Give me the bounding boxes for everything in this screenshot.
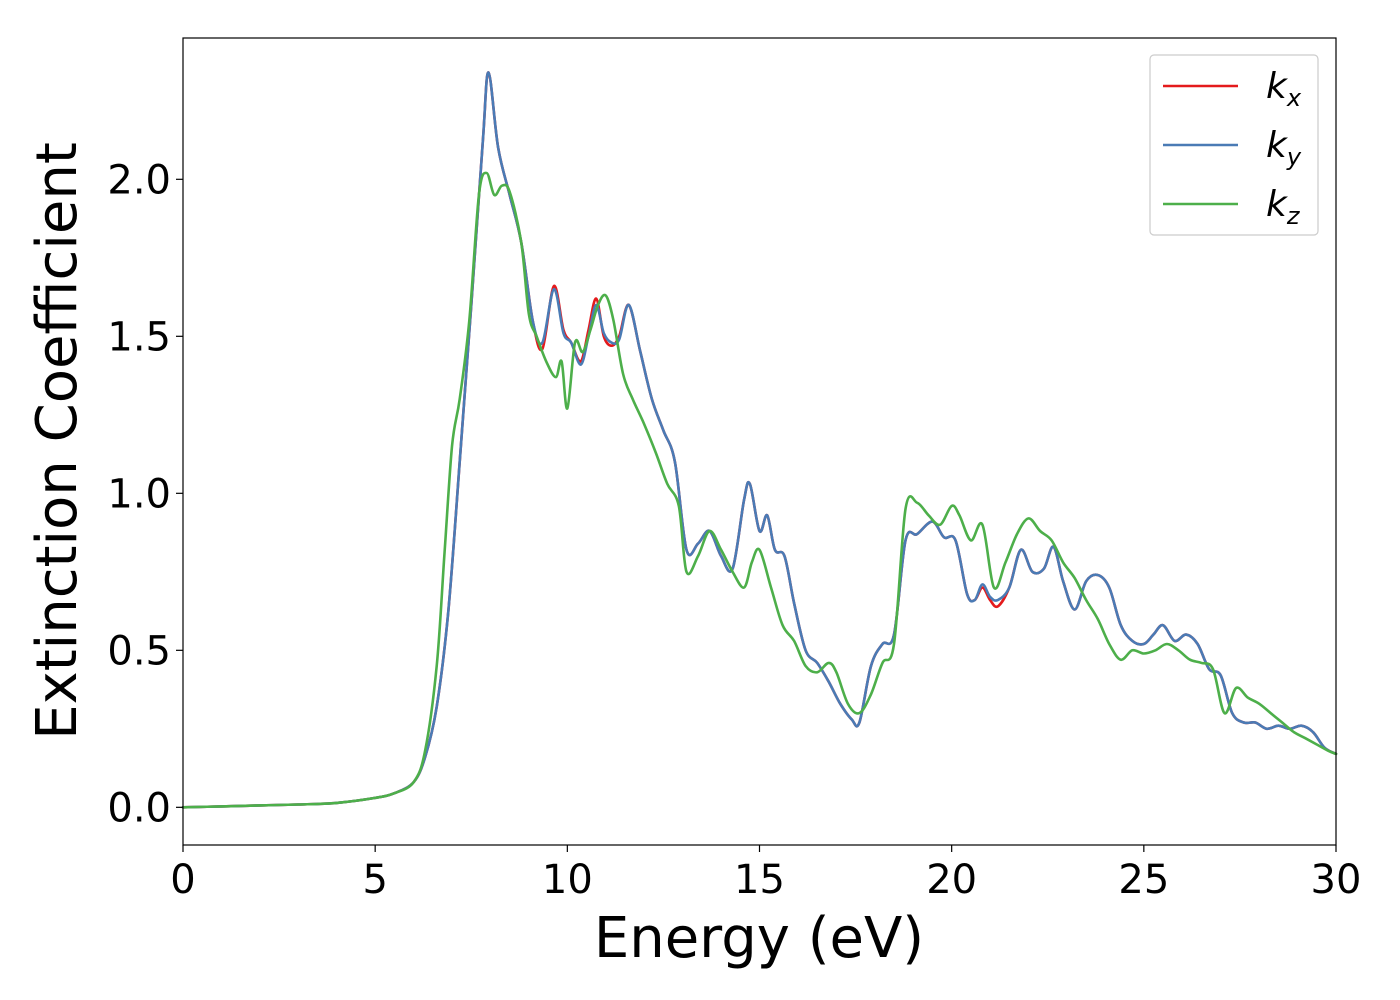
x-tick-label: 5: [362, 857, 387, 903]
x-tick-label: 25: [1118, 857, 1169, 903]
y-axis-label: Extinction Coefficient: [25, 142, 90, 740]
x-tick-label: 10: [542, 857, 593, 903]
legend: kx ky kz: [1149, 54, 1319, 236]
y-tick-label: 0.5: [107, 628, 171, 674]
y-tick-label: 0.0: [107, 785, 171, 831]
x-tick-label: 20: [926, 857, 977, 903]
legend-items: kx ky kz: [1163, 66, 1302, 230]
y-tick-label: 1.5: [107, 314, 171, 360]
y-axis-ticks: 0.0 0.5 1.0 1.5 2.0: [107, 157, 183, 831]
series-line-k-y: [181, 71, 1338, 809]
series-layer: [181, 71, 1338, 809]
x-tick-label: 0: [170, 857, 195, 903]
x-axis-label: Energy (eV): [594, 906, 924, 971]
legend-label-k-x: kx: [1266, 66, 1302, 112]
x-axis-ticks: 0 5 10 15 20 25 30: [170, 845, 1361, 903]
x-tick-label: 30: [1311, 857, 1362, 903]
x-tick-label: 15: [734, 857, 785, 903]
legend-label-k-y: ky: [1266, 125, 1302, 171]
legend-label-k-z: kz: [1266, 184, 1301, 230]
series-line-k-z: [181, 171, 1338, 809]
y-tick-label: 2.0: [107, 157, 171, 203]
y-tick-label: 1.0: [107, 471, 171, 517]
